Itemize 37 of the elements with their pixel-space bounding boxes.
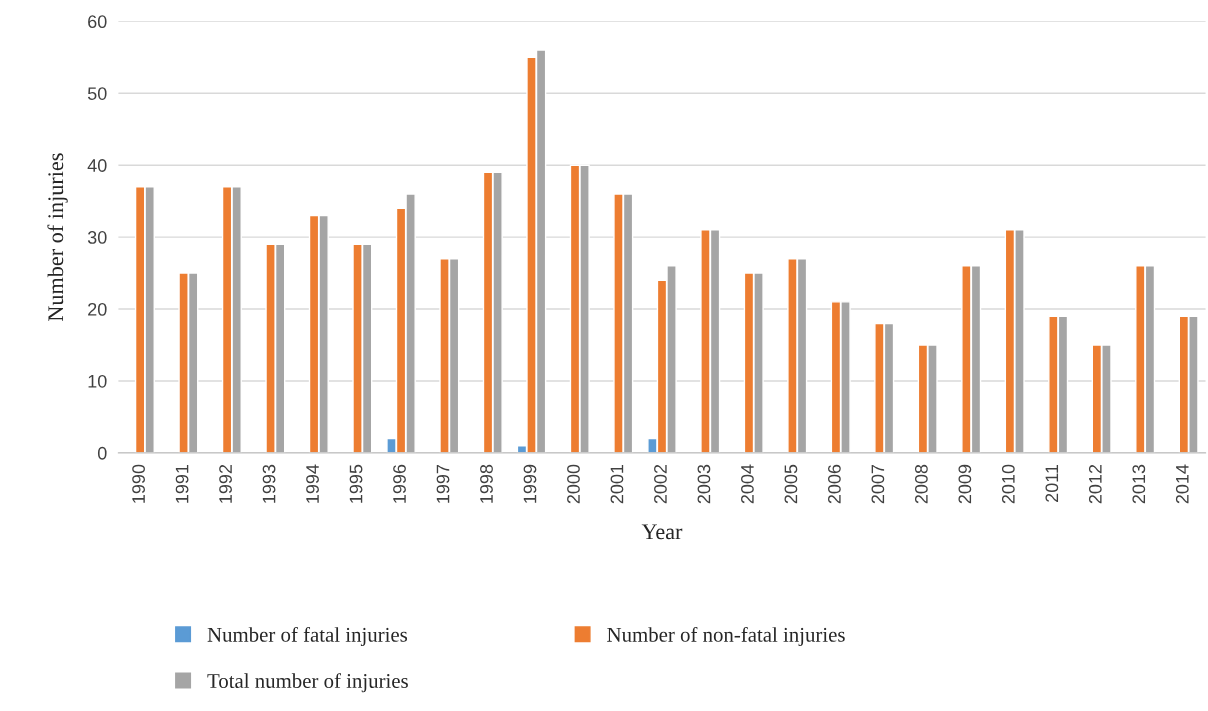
x-tick-label: 2000 bbox=[567, 464, 580, 504]
y-tick-label: 30 bbox=[87, 231, 107, 244]
x-tick-label: 1998 bbox=[480, 464, 493, 503]
x-tick-label: 1990 bbox=[132, 464, 145, 503]
x-tick-label: 1999 bbox=[523, 464, 537, 503]
x-tick-label: 2010 bbox=[1001, 464, 1015, 504]
x-tick-label: 2008 bbox=[914, 464, 928, 504]
x-tick-label: 2004 bbox=[741, 464, 754, 504]
y-tick-label: 0 bbox=[97, 446, 107, 460]
x-tick-label: 1996 bbox=[393, 464, 406, 503]
x-tick-label: 2012 bbox=[1088, 464, 1102, 504]
x-tick-label: 2001 bbox=[610, 464, 624, 504]
x-tick-label: 1997 bbox=[436, 464, 450, 503]
y-tick-label: 20 bbox=[88, 302, 107, 316]
x-tick-label: 2011 bbox=[1045, 464, 1059, 502]
y-tick-label: 10 bbox=[88, 374, 107, 388]
x-tick-label: 2005 bbox=[784, 464, 798, 504]
y-tick-label: 40 bbox=[87, 159, 107, 172]
x-tick-label: 1991 bbox=[175, 464, 189, 503]
y-tick-label: 50 bbox=[87, 87, 107, 100]
x-tick-label: 2002 bbox=[654, 464, 667, 504]
legend-label: Number of non-fatal injuries bbox=[607, 626, 845, 647]
legend-label: Number of fatal injuries bbox=[207, 626, 408, 647]
x-tick-label: 2007 bbox=[871, 464, 885, 504]
x-tick-label: 2009 bbox=[958, 464, 972, 504]
legend-label: Total number of injuries bbox=[207, 673, 408, 693]
x-tick-label: 2014 bbox=[1175, 464, 1189, 504]
x-tick-label: 2003 bbox=[697, 464, 711, 504]
y-axis-title: Number of injuries bbox=[47, 153, 68, 322]
x-tick-label: 1994 bbox=[306, 464, 319, 503]
x-tick-label: 1993 bbox=[262, 464, 276, 503]
x-tick-label: 2006 bbox=[828, 464, 841, 504]
y-tick-label: 60 bbox=[88, 15, 107, 29]
x-tick-label: 2013 bbox=[1132, 464, 1146, 504]
x-axis-title: Year bbox=[641, 524, 683, 540]
x-tick-label: 1992 bbox=[219, 464, 232, 503]
x-tick-label: 1995 bbox=[349, 464, 363, 503]
